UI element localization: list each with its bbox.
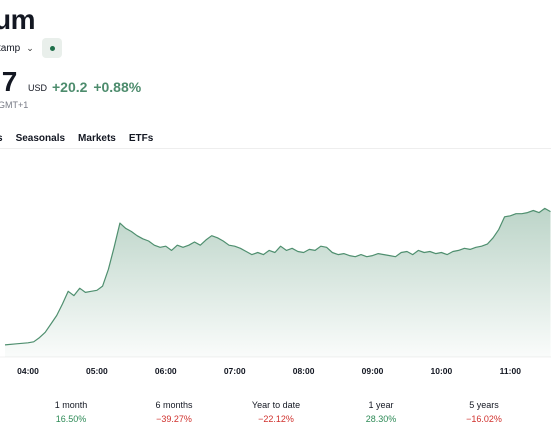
perf-label: 5 years: [469, 400, 499, 410]
price-area: [5, 208, 551, 357]
perf-value: −22.12%: [258, 414, 294, 424]
price-line: [4, 207, 551, 346]
price-change: +20.2 +0.88%: [52, 79, 141, 95]
perf-value: −39.27%: [156, 414, 192, 424]
tab-etfs[interactable]: ETFs: [128, 133, 154, 144]
performance-row: 1 month 16.50% 6 months −39.27% Year to …: [0, 400, 551, 431]
perf-item-6-months[interactable]: 6 months −39.27%: [134, 400, 214, 424]
x-tick-label: 10:00: [431, 366, 453, 376]
section-tabs: s Seasonals Markets ETFs: [0, 133, 166, 144]
symbol-title: um: [0, 4, 36, 35]
timezone-label: GMT+1: [0, 100, 29, 110]
chevron-down-icon: ⌄: [26, 42, 34, 53]
change-percent: +0.88%: [93, 79, 142, 95]
perf-value: 16.50%: [55, 414, 87, 424]
change-value: +20.2: [52, 79, 88, 95]
exchange-selector[interactable]: tamp ⌄: [0, 38, 34, 58]
tab-markets[interactable]: Markets: [78, 133, 116, 144]
x-tick-label: 09:00: [362, 366, 384, 376]
perf-value: 28.30%: [365, 414, 397, 424]
tab-seasonals[interactable]: Seasonals: [15, 133, 66, 144]
x-tick-label: 11:00: [500, 366, 522, 376]
perf-item-1-year[interactable]: 1 year 28.30%: [341, 400, 421, 424]
x-tick-label: 05:00: [86, 366, 108, 376]
exchange-label: tamp: [0, 42, 21, 54]
market-status-button[interactable]: [42, 38, 62, 58]
last-price: .7: [0, 66, 18, 97]
x-tick-label: 08:00: [293, 366, 315, 376]
perf-label: 1 year: [368, 400, 394, 410]
currency-label: USD: [28, 83, 48, 93]
status-dot-icon: [49, 45, 55, 51]
x-tick-label: 07:00: [224, 366, 246, 376]
perf-item-ytd[interactable]: Year to date −22.12%: [236, 400, 316, 424]
perf-label: Year to date: [251, 400, 301, 410]
perf-item-1-month[interactable]: 1 month 16.50%: [31, 400, 111, 424]
perf-label: 6 months: [155, 400, 193, 410]
tab-partial[interactable]: s: [0, 133, 3, 144]
tabs-divider: [0, 148, 551, 149]
x-tick-label: 04:00: [17, 366, 39, 376]
perf-item-5-years[interactable]: 5 years −16.02%: [444, 400, 524, 424]
perf-label: 1 month: [54, 400, 88, 410]
x-tick-label: 06:00: [155, 366, 177, 376]
perf-value: −16.02%: [466, 414, 502, 424]
price-chart[interactable]: 04:00 05:00 06:00 07:00 08:00 09:00 10:00 11:00: [0, 150, 551, 385]
